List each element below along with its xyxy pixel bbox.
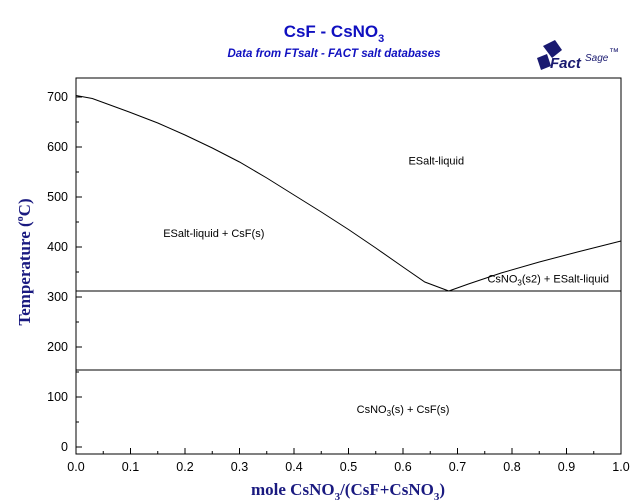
phase-boundaries — [75, 95, 622, 371]
region-label: CsNO3(s2) + ESalt-liquid — [487, 274, 609, 288]
y-tick-label: 300 — [47, 290, 68, 304]
region-label-part: (s2) + ESalt-liquid — [522, 274, 609, 286]
factsage-logo: Fact Sage ™ — [537, 40, 619, 72]
region-label-part: (s) + CsF(s) — [391, 404, 449, 416]
y-tick-label: 100 — [47, 390, 68, 404]
region-label-part: ESalt-liquid — [408, 156, 464, 168]
x-tick-label: 1.0 — [612, 460, 629, 474]
region-label-part: CsNO — [487, 274, 517, 286]
x-tick-label: 0.1 — [122, 460, 139, 474]
x-tick-label: 0.2 — [176, 460, 193, 474]
region-label-part: 3 — [517, 279, 522, 288]
region-label-part: 3 — [387, 409, 392, 418]
x-tick-label: 0.8 — [503, 460, 520, 474]
logo-trademark: ™ — [609, 47, 619, 58]
y-tick-label: 0 — [61, 440, 68, 454]
region-label: ESalt-liquid — [408, 156, 464, 168]
y-tick-label: 200 — [47, 340, 68, 354]
y-tick-label: 400 — [47, 240, 68, 254]
region-label: CsNO3(s) + CsF(s) — [357, 404, 450, 418]
x-tick-label: 0.6 — [394, 460, 411, 474]
region-label-part: CsNO — [357, 404, 387, 416]
phase-boundary-2 — [448, 240, 622, 292]
y-tick-label: 700 — [47, 90, 68, 104]
logo-text-sage: Sage — [585, 53, 609, 64]
tick-layer: 0.0 0.1 0.2 0.3 0.4 0.5 0.6 0.7 0.8 0.9 1.0 0 100 200… — [47, 90, 630, 474]
x-tick-label: 0.5 — [340, 460, 357, 474]
chart-title: CsF - CsNO3 — [284, 22, 385, 45]
factsage-logo-icon — [537, 40, 562, 70]
x-tick-label: 0.3 — [231, 460, 248, 474]
x-tick-label: 0.0 — [67, 460, 84, 474]
plot-frame — [75, 77, 622, 455]
region-label-part: ESalt-liquid + CsF(s) — [163, 228, 264, 240]
phase-boundary-1 — [75, 95, 449, 292]
x-tick-label: 0.4 — [285, 460, 302, 474]
chart-subtitle: Data from FTsalt - FACT salt databases — [227, 48, 440, 60]
y-axis-label: Temperature (oC) — [15, 198, 34, 325]
logo-text-fact: Fact — [550, 55, 582, 72]
y-tick-label: 600 — [47, 140, 68, 154]
y-tick-label: 500 — [47, 190, 68, 204]
x-tick-label: 0.7 — [449, 460, 466, 474]
region-label: ESalt-liquid + CsF(s) — [163, 228, 264, 240]
x-axis-label: mole CsNO3/(CsF+CsNO3) — [251, 480, 445, 503]
x-tick-label: 0.9 — [558, 460, 575, 474]
